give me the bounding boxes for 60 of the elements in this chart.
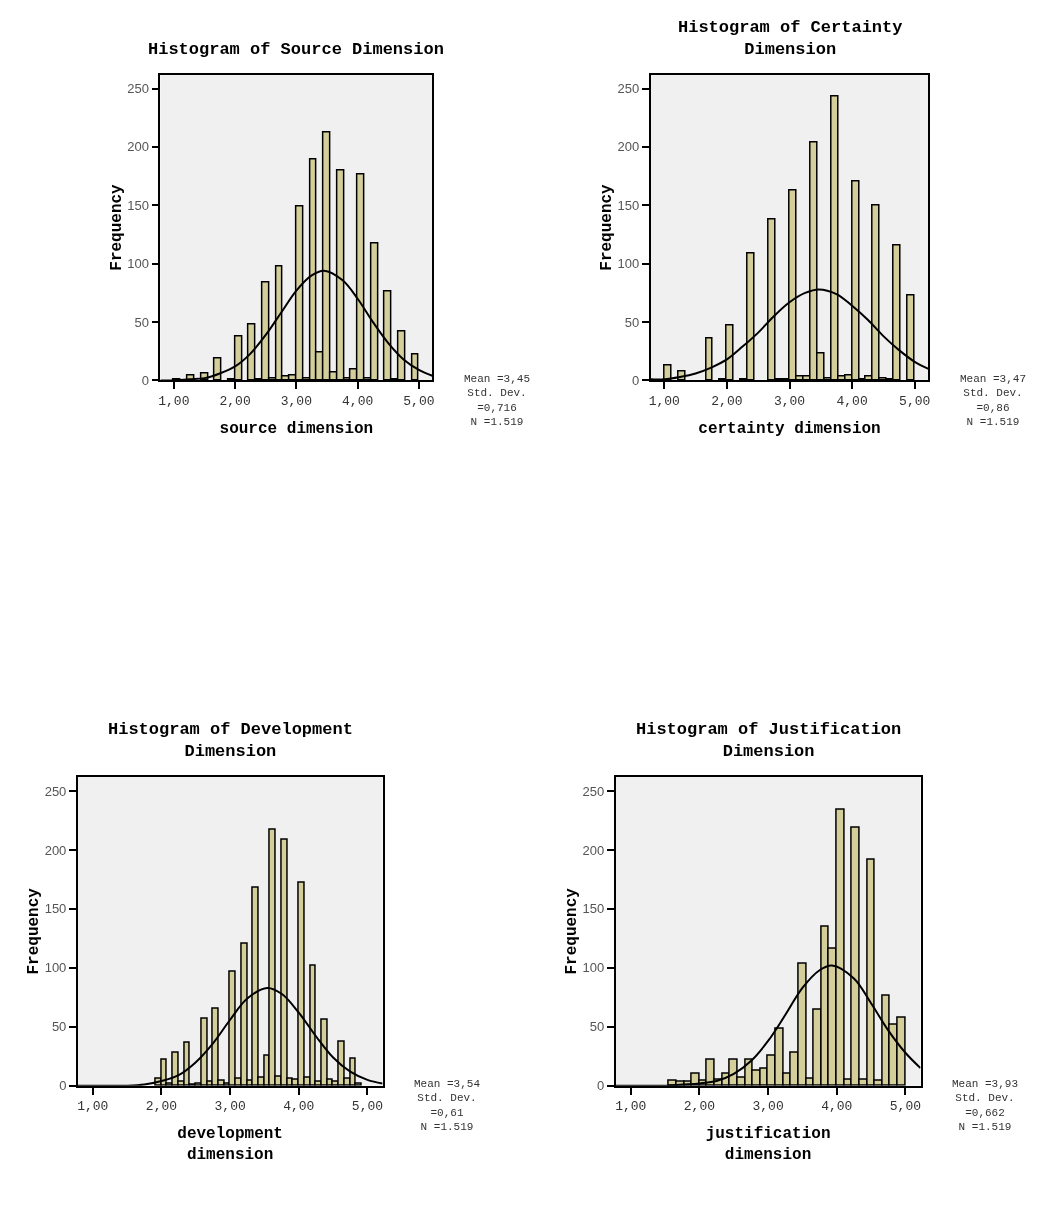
chart-title: Histogram of Source Dimension: [148, 40, 444, 59]
y-tick-label: 150: [127, 197, 150, 213]
y-tick-label: 200: [127, 139, 150, 155]
x-axis-title: certainty dimension: [698, 420, 881, 439]
x-tick-label: 3,00: [280, 393, 312, 409]
y-tick-label: 50: [624, 314, 640, 330]
x-tick-label: 4,00: [836, 393, 868, 409]
x-tick-label: 3,00: [773, 393, 806, 409]
x-tick-label: 2,00: [711, 393, 743, 409]
x-tick-label: 2,00: [683, 1099, 716, 1115]
y-axis-title: Frequency: [563, 887, 582, 975]
y-tick-label: 150: [44, 901, 67, 917]
y-tick-label: 100: [617, 256, 640, 272]
y-tick-label: 200: [582, 842, 605, 858]
chart-title: Histogram of Justification Dimension: [636, 720, 902, 762]
y-tick-label: 0: [141, 373, 150, 389]
x-tick-label: 4,00: [283, 1099, 315, 1115]
x-tick-label: 4,00: [821, 1099, 853, 1115]
x-tick-label: 1,00: [77, 1099, 109, 1115]
y-tick-label: 100: [127, 256, 150, 272]
text: Mean =3,45 Std. Dev. =0,716 N =1.519: [464, 373, 531, 428]
x-tick-label: 1,00: [615, 1099, 647, 1115]
x-tick-label: 1,00: [158, 393, 190, 409]
y-tick-label: 250: [617, 81, 640, 97]
x-axis-title: justification dimension: [705, 1125, 831, 1165]
x-tick-label: 2,00: [145, 1099, 178, 1115]
y-tick-label: 50: [589, 1019, 605, 1035]
chart-title: Histogram of Certainty Dimension: [678, 18, 903, 60]
y-tick-label: 50: [51, 1019, 67, 1035]
y-tick-label: 0: [631, 373, 640, 389]
y-tick-label: 150: [617, 197, 640, 213]
x-axis-title: development dimension: [177, 1125, 283, 1165]
x-tick-label: 1,00: [648, 393, 680, 409]
y-axis-title: Frequency: [597, 183, 616, 271]
y-tick-label: 250: [44, 783, 67, 799]
x-tick-label: 2,00: [219, 393, 251, 409]
y-tick-label: 250: [127, 81, 150, 97]
y-axis-title: Frequency: [107, 183, 126, 271]
x-tick-label: 5,00: [403, 393, 435, 409]
y-tick-label: 250: [582, 783, 605, 799]
y-tick-label: 100: [582, 960, 605, 976]
x-tick-label: 3,00: [752, 1099, 784, 1115]
x-tick-label: 4,00: [342, 393, 374, 409]
y-tick-label: 200: [44, 842, 67, 858]
text: Mean =3,54 Std. Dev. =0,61 N =1.519: [414, 1078, 481, 1133]
y-tick-label: 50: [134, 314, 150, 330]
x-tick-label: 5,00: [899, 393, 931, 409]
y-tick-label: 0: [59, 1078, 67, 1094]
x-tick-label: 5,00: [351, 1099, 384, 1115]
y-tick-label: 100: [44, 960, 67, 976]
x-tick-label: 5,00: [889, 1099, 922, 1115]
y-axis-title: Frequency: [25, 887, 44, 975]
chart-title: Histogram of Development Dimension: [108, 720, 353, 762]
x-axis-title: source dimension: [219, 420, 374, 439]
y-tick-label: 200: [617, 139, 640, 155]
y-tick-label: 150: [582, 901, 605, 917]
x-tick-label: 3,00: [214, 1099, 246, 1115]
text: Mean =3,93 Std. Dev. =0,662 N =1.519: [952, 1078, 1019, 1133]
y-tick-label: 0: [597, 1078, 605, 1094]
text: Mean =3,47 Std. Dev. =0,86 N =1.519: [960, 373, 1027, 428]
